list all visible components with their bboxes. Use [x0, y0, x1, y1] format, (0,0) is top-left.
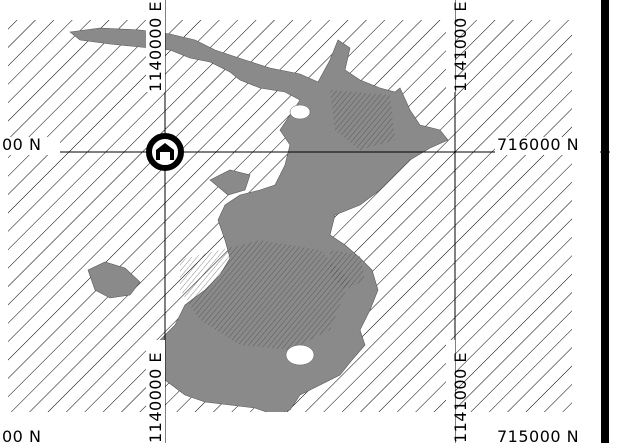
northing-label-right-bottom: 715000 N: [497, 427, 579, 443]
easting-label-right-bottom: 1141000 E: [451, 352, 470, 443]
northing-label-left: 00 N: [2, 135, 41, 154]
easting-label-left-top: 1140000 E: [146, 1, 165, 92]
easting-label-right-top: 1141000 E: [451, 1, 470, 92]
right-border-bar: [601, 0, 609, 443]
feature-area: [69, 27, 449, 412]
easting-label-left-bottom: 1140000 E: [146, 352, 165, 443]
house-in-circle-icon[interactable]: [146, 133, 184, 171]
northing-label-left-bottom: 00 N: [2, 427, 41, 443]
northing-label-right: 716000 N: [497, 135, 579, 154]
